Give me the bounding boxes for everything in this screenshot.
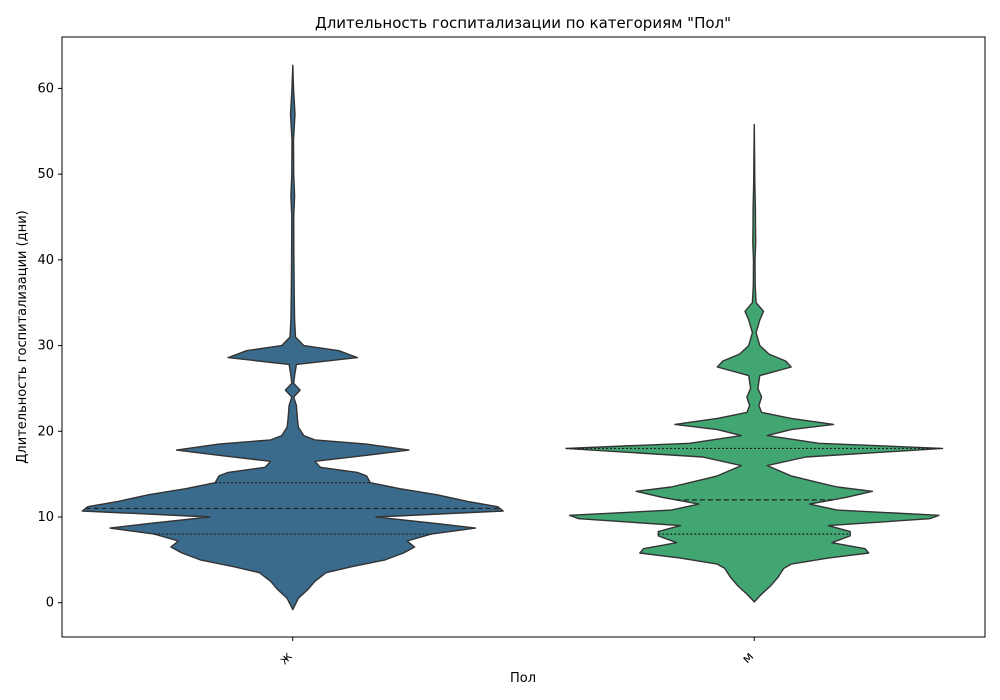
y-tick-label: 60 [37, 81, 54, 96]
violin-body [81, 64, 504, 611]
x-tick-label: м [740, 649, 758, 667]
y-axis: 0 10 20 30 40 50 60 [37, 81, 62, 611]
violin-zh [81, 64, 504, 611]
y-tick-label: 30 [37, 339, 54, 354]
y-tick-label: 10 [37, 510, 54, 525]
axes-frame [61, 36, 986, 638]
y-tick-label: 20 [37, 424, 54, 439]
y-tick-label: 40 [37, 253, 54, 268]
x-axis-label: Пол [510, 671, 536, 686]
x-tick-label: ж [277, 649, 296, 668]
violin-m [565, 123, 944, 603]
plot-area [81, 64, 944, 611]
y-tick-label: 0 [46, 596, 54, 611]
violin-body [565, 123, 944, 603]
chart-title: Длительность госпитализации по категория… [315, 14, 731, 32]
y-tick-label: 50 [37, 167, 54, 182]
y-axis-label: Длительность госпитализации (дни) [15, 210, 30, 463]
